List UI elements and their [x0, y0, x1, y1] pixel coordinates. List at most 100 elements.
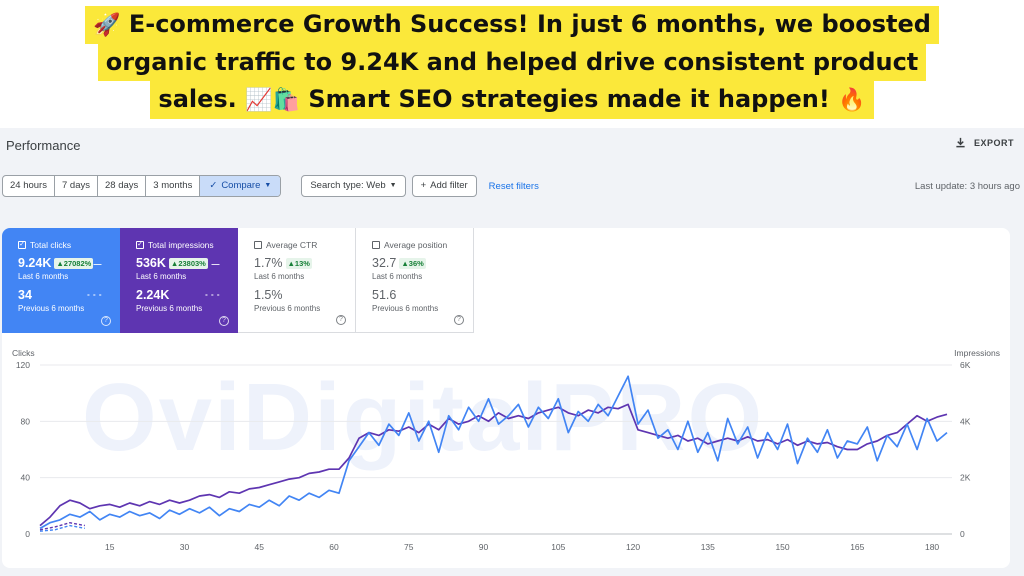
watermark-logo: OviDigitalPRO	[82, 364, 765, 471]
x-tick-label: 15	[105, 542, 115, 552]
x-tick-label: 150	[775, 542, 789, 552]
metric-period: Last 6 months	[18, 272, 69, 281]
help-icon[interactable]: ?	[219, 316, 229, 326]
chevron-down-icon: ▼	[389, 182, 397, 189]
range-3-months[interactable]: 3 months	[146, 176, 201, 196]
metric-value: 32.7	[372, 256, 397, 270]
chevron-down-icon: ▼	[264, 182, 272, 189]
banner-text-3a: sales.	[158, 85, 237, 113]
help-icon[interactable]: ?	[454, 315, 464, 325]
metric-cards: ✓ Total clicks 9.24K ▲27082% Last 6 months…	[2, 228, 474, 333]
download-icon	[956, 137, 965, 148]
average-position-card[interactable]: Average position 32.7 ▲36% Last 6 months …	[356, 228, 474, 333]
banner-text-2: organic traffic to 9.24K and helped driv…	[105, 48, 919, 76]
compare-label: Compare	[221, 180, 261, 191]
change-badge: ▲13%	[285, 257, 312, 269]
previous-clicks-line	[39, 524, 85, 532]
help-icon[interactable]: ?	[101, 316, 111, 326]
page-title: Performance	[6, 138, 81, 153]
change-badge: ▲27082%	[54, 257, 94, 269]
filter-toolbar: 24 hours 7 days 28 days 3 months ✓ Compa…	[2, 175, 1020, 197]
metric-prev-value: 51.6	[372, 288, 397, 302]
compare-button[interactable]: ✓ Compare ▼	[200, 176, 281, 196]
metric-prev-value: 1.5%	[254, 288, 283, 302]
shopping-bags-icon: 🛍️	[272, 88, 300, 113]
x-tick-label: 120	[626, 542, 640, 552]
performance-card: ✓ Total clicks 9.24K ▲27082% Last 6 months…	[2, 228, 1010, 568]
banner-line-1: 🚀 E-commerce Growth Success! In just 6 m…	[85, 6, 939, 44]
range-7-days[interactable]: 7 days	[55, 176, 98, 196]
change-badge: ▲23803%	[168, 257, 208, 269]
banner-text-3b: Smart SEO strategies made it happen!	[308, 85, 830, 113]
performance-panel: Performance EXPORT 24 hours 7 days 28 da…	[0, 128, 1024, 576]
metric-label: Average position	[384, 240, 448, 250]
last-update-text: Last update: 3 hours ago	[914, 180, 1020, 192]
reset-filters-link[interactable]: Reset filters	[488, 180, 539, 192]
metric-prev-period: Previous 6 months	[18, 304, 85, 313]
x-tick-label: 45	[255, 542, 265, 552]
x-tick-label: 165	[850, 542, 864, 552]
rocket-icon: 🚀	[93, 13, 121, 38]
search-type-label: Search type: Web	[310, 180, 386, 191]
left-axis-title: Clicks	[12, 348, 35, 358]
solid-line-legend-icon: —	[211, 260, 220, 269]
right-tick-label: 0	[960, 529, 965, 539]
clicks-series-line	[39, 375, 948, 530]
right-axis-title: Impressions	[954, 348, 1000, 358]
performance-chart: OviDigitalPRO Clicks Impressions 0 0 40 2K 80 4…	[2, 343, 1010, 568]
metric-prev-period: Previous 6 months	[136, 304, 203, 313]
plus-icon: +	[420, 180, 427, 191]
x-tick-label: 60	[329, 542, 339, 552]
checkbox-checked-icon: ✓	[136, 241, 144, 249]
average-ctr-card[interactable]: Average CTR 1.7% ▲13% Last 6 months 1.5% …	[238, 228, 356, 333]
x-tick-label: 75	[404, 542, 414, 552]
line-chart-svg[interactable]: Clicks Impressions 0 0 40 2K 80 4K 120 6K 15 30 45 60…	[2, 343, 1010, 568]
left-tick-label: 0	[25, 529, 30, 539]
left-tick-label: 40	[21, 473, 31, 483]
metric-value: 9.24K	[18, 256, 52, 270]
help-icon[interactable]: ?	[336, 315, 346, 325]
metric-value: 1.7%	[254, 256, 283, 270]
date-range-selector: 24 hours 7 days 28 days 3 months ✓ Compa…	[2, 175, 282, 197]
export-button[interactable]: EXPORT	[955, 137, 1014, 148]
metric-period: Last 6 months	[254, 272, 305, 281]
metric-label: Total clicks	[30, 240, 72, 250]
metric-period: Last 6 months	[372, 272, 423, 281]
metric-value: 536K	[136, 256, 166, 270]
export-label: EXPORT	[973, 137, 1014, 148]
metric-prev-value: 2.24K	[136, 288, 170, 302]
metric-label: Total impressions	[148, 240, 214, 250]
chart-emoji-icon: 📈	[245, 88, 273, 113]
x-tick-label: 30	[180, 542, 190, 552]
fire-icon: 🔥	[838, 88, 866, 113]
right-tick-label: 2K	[960, 473, 971, 483]
add-filter-button[interactable]: + Add filter	[411, 175, 477, 197]
x-tick-label: 180	[925, 542, 939, 552]
add-filter-label: Add filter	[430, 180, 468, 191]
checkbox-empty-icon	[254, 241, 262, 249]
impressions-series-line	[39, 403, 948, 527]
banner-line-2: organic traffic to 9.24K and helped driv…	[97, 44, 927, 81]
metric-prev-period: Previous 6 months	[372, 304, 439, 313]
search-type-filter[interactable]: Search type: Web ▼	[301, 175, 406, 197]
checkbox-checked-icon: ✓	[18, 241, 26, 249]
x-tick-label: 105	[551, 542, 565, 552]
range-28-days[interactable]: 28 days	[98, 176, 147, 196]
right-tick-label: 4K	[960, 416, 971, 426]
metric-prev-period: Previous 6 months	[254, 304, 321, 313]
change-badge: ▲36%	[399, 257, 426, 269]
metric-period: Last 6 months	[136, 272, 187, 281]
right-tick-label: 6K	[960, 360, 971, 370]
x-tick-label: 90	[479, 542, 489, 552]
metric-prev-value: 34	[18, 288, 32, 302]
total-impressions-card[interactable]: ✓ Total impressions 536K ▲23803% Last 6 mo…	[120, 228, 238, 333]
x-tick-label: 135	[701, 542, 715, 552]
checkbox-empty-icon	[372, 241, 380, 249]
banner-line-3: sales. 📈🛍️ Smart SEO strategies made it …	[150, 81, 874, 119]
range-24-hours[interactable]: 24 hours	[3, 176, 55, 196]
left-tick-label: 80	[21, 416, 31, 426]
solid-line-legend-icon: —	[93, 260, 102, 269]
total-clicks-card[interactable]: ✓ Total clicks 9.24K ▲27082% Last 6 months…	[2, 228, 120, 333]
check-icon: ✓	[209, 180, 218, 191]
dashed-line-legend-icon: - - -	[205, 290, 220, 299]
